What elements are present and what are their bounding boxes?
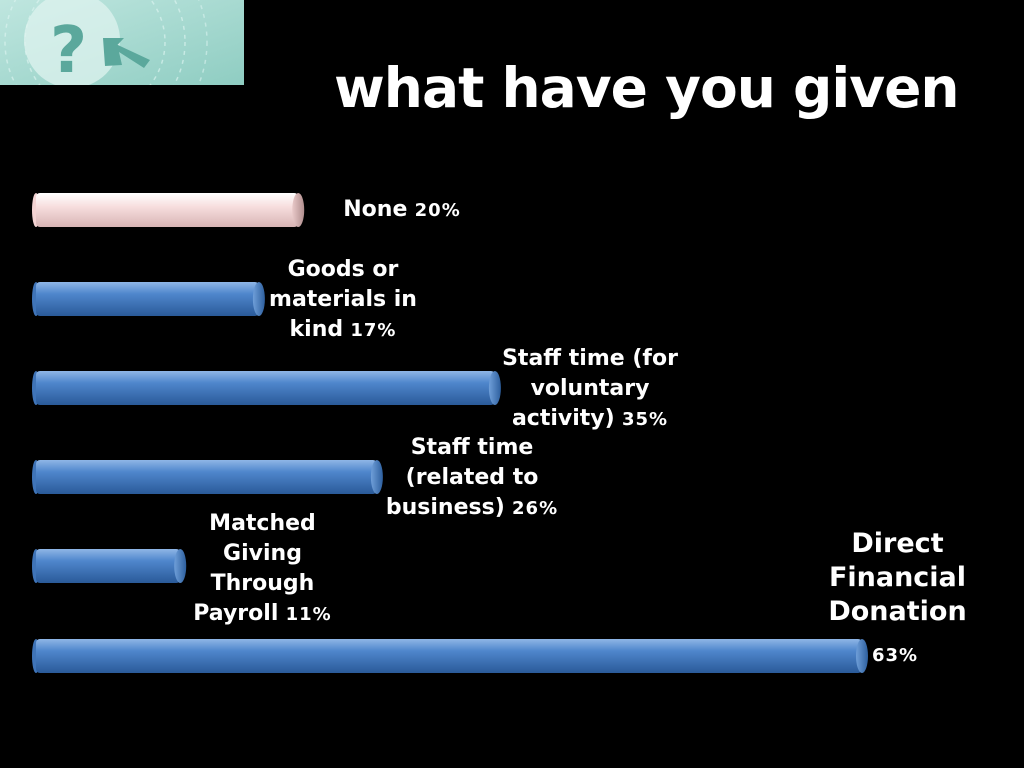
bar-3 (32, 371, 501, 405)
category-text: Through (210, 571, 315, 596)
bar-label-3: Staff time (for voluntary activity) 35% (480, 344, 700, 435)
bar-cap-right (856, 639, 868, 673)
bar-6 (32, 639, 868, 673)
bar-label-line: Financial (815, 561, 980, 595)
bar-body (36, 282, 259, 316)
category-text: Donation (828, 596, 967, 627)
value-label: 35% (614, 409, 669, 430)
bar-label-line: Giving (175, 539, 350, 569)
category-text: materials in (269, 287, 417, 312)
bar-label-line: Staff time (for (480, 344, 700, 374)
category-text: None (343, 197, 408, 222)
value-label: 17% (343, 320, 397, 341)
bar-1 (32, 193, 305, 227)
bar-cap-right (488, 371, 501, 405)
category-text: Giving (223, 541, 302, 566)
category-text: Matched (209, 511, 316, 536)
bar-body (36, 639, 862, 673)
bar-label-5: Matched Giving Through Payroll 11% (175, 509, 350, 630)
category-text: Goods or (287, 257, 399, 282)
category-text: kind (289, 317, 344, 342)
bar-label-4: Staff time (related to business) 26% (372, 433, 572, 524)
bar-body (36, 371, 495, 405)
bar-label-line: kind 17% (258, 315, 428, 346)
bar-cap-right (174, 549, 187, 583)
value-label: 63% (872, 645, 919, 666)
bar-2 (32, 282, 265, 316)
category-text: voluntary (530, 376, 650, 401)
bar-cap-right (370, 460, 383, 494)
svg-text:?: ? (50, 14, 87, 85)
bar-label-line: Matched (175, 509, 350, 539)
value-label: 20% (407, 200, 461, 221)
bar-cap-right (252, 282, 265, 316)
bar-label-line: Payroll 11% (175, 599, 350, 630)
bar-label-line: Goods or (258, 255, 428, 285)
category-text: Direct (851, 528, 944, 559)
bar-label-line: Through (175, 569, 350, 599)
category-text: activity) (511, 406, 615, 431)
bar-body (36, 460, 377, 494)
bar-label-line: (related to (372, 463, 572, 493)
category-text: Financial (828, 562, 967, 593)
category-text: Staff time (410, 435, 534, 460)
bar-body (36, 193, 299, 227)
value-label: 11% (278, 604, 332, 625)
category-text: Payroll (193, 601, 279, 626)
bar-label-line: Donation (815, 595, 980, 629)
bar-body (36, 549, 181, 583)
bar-label-line: business) 26% (372, 493, 572, 524)
bar-label-line: Direct (815, 527, 980, 561)
bar-label-line: None 20% (322, 195, 482, 226)
bar-5 (32, 549, 187, 583)
bar-label-1: None 20% (322, 195, 482, 226)
bar-label-line: activity) 35% (480, 404, 700, 435)
value-label: 26% (504, 498, 559, 519)
bar-label-line: voluntary (480, 374, 700, 404)
bar-label-line: Staff time (372, 433, 572, 463)
category-text: Staff time (for (502, 346, 678, 371)
bar-4 (32, 460, 383, 494)
bar-cap-right (292, 193, 305, 227)
question-arrow-logo-icon: ? (0, 0, 244, 85)
bar-label-2: Goods or materials in kind 17% (258, 255, 428, 346)
category-text: business) (385, 495, 505, 520)
bar-label-line: materials in (258, 285, 428, 315)
bar-label-6: Direct Financial Donation (815, 527, 980, 629)
page-title: what have you given (334, 56, 960, 120)
category-text: (related to (405, 465, 539, 490)
